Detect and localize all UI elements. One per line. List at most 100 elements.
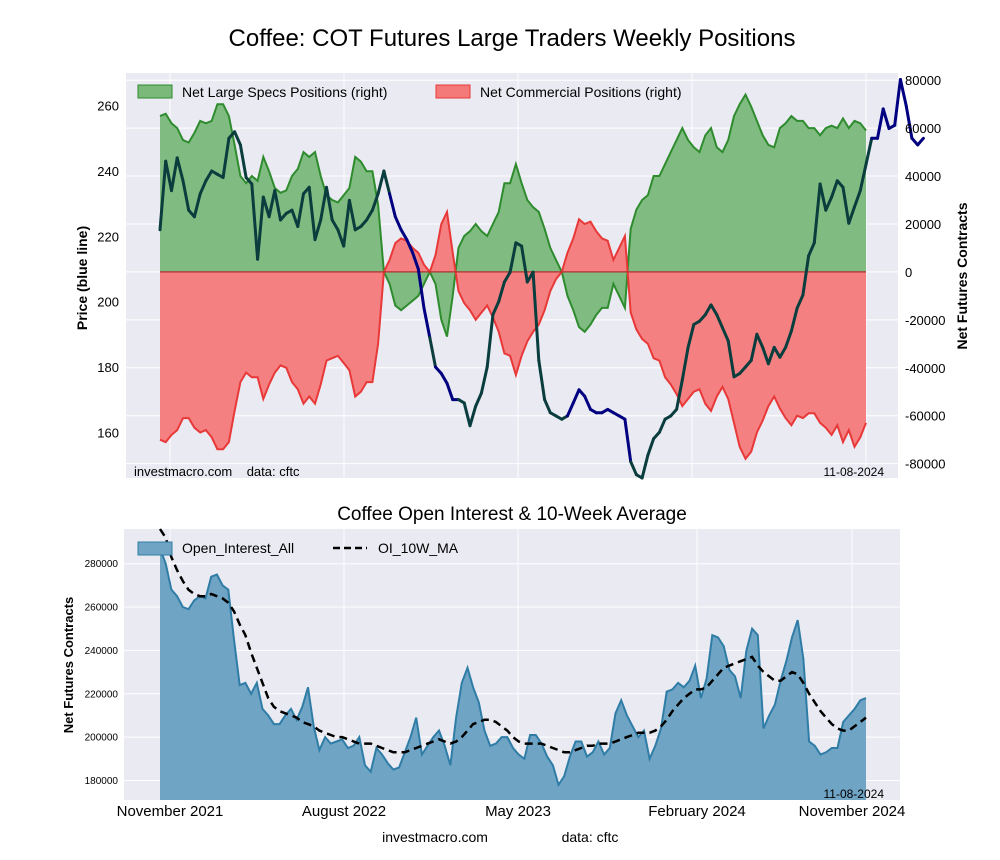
specs-area (160, 94, 866, 337)
price-segment (583, 394, 592, 411)
net-contracts-tick-label: 0 (905, 265, 912, 280)
price-tick-label: 160 (97, 425, 119, 440)
price-segment (824, 195, 834, 212)
price-segment (841, 185, 851, 225)
price-segment (778, 345, 788, 359)
legend-label-commercial: Net Commercial Positions (right) (480, 84, 682, 100)
open-interest-tick-label: 240000 (85, 646, 119, 657)
price-segment (749, 332, 759, 362)
open-interest-tick-label: 180000 (85, 776, 119, 787)
price-segment (261, 195, 271, 219)
price-segment (680, 345, 690, 382)
price-segment (325, 185, 334, 222)
bottom-legend: Open_Interest_All OI_10W_MA (137, 540, 459, 556)
price-segment (675, 378, 684, 411)
cot-positions-chart: 160 180 200 220 240 260 80000 60000 40000 20000 0… (74, 73, 970, 480)
price-segment (428, 336, 437, 369)
price-tick-label: 180 (97, 360, 119, 375)
price-segment (502, 270, 512, 284)
date-tick-label: May 2023 (485, 803, 551, 820)
price-segment (462, 401, 472, 428)
price-segment (766, 345, 776, 366)
price-segment (812, 182, 822, 245)
net-contracts-tick-label: -40000 (905, 361, 945, 376)
price-segment (273, 189, 282, 222)
price-segment (566, 401, 575, 418)
price-segment (520, 244, 529, 284)
price-segment (537, 358, 547, 402)
price-segment (313, 218, 323, 242)
net-contracts-tick-label: -60000 (905, 409, 945, 424)
net-contracts-tick-label: -80000 (905, 457, 945, 472)
open-interest-line (159, 548, 867, 788)
price-segment (347, 198, 357, 232)
price-line (158, 78, 925, 480)
price-segment (250, 182, 260, 261)
price-segment (382, 169, 392, 196)
legend-swatch-open-interest (137, 541, 173, 556)
open-interest-fill (160, 548, 866, 800)
price-segment (365, 208, 374, 222)
price-segment (904, 104, 914, 140)
price-segment (646, 437, 656, 457)
specs-line (159, 92, 867, 337)
price-segment (256, 195, 265, 261)
price-segment (807, 241, 816, 258)
price-segment (755, 332, 765, 349)
price-segment (916, 136, 925, 147)
price-segment (571, 388, 581, 405)
top-date-stamp: 11-08-2024 (824, 465, 885, 479)
price-segment (853, 189, 862, 209)
open-interest-axis-ticks: 180000 200000 220000 240000 260000 280000 (85, 559, 119, 787)
price-segment (497, 280, 506, 304)
net-contracts-tick-label: -20000 (905, 313, 945, 328)
price-segment (491, 300, 501, 317)
legend-label-moving-average: OI_10W_MA (378, 540, 459, 556)
net-contracts-axis-ticks: 80000 60000 40000 20000 0 -20000 -40000 -60000 -… (905, 73, 945, 471)
price-segment (405, 238, 415, 255)
price-segment (319, 185, 328, 222)
price-segment (296, 192, 305, 228)
price-segment (485, 313, 495, 369)
price-segment (876, 107, 885, 140)
price-segment (376, 169, 386, 196)
top-watermark: investmacro.com data: cftc (134, 464, 300, 479)
price-segment (330, 218, 340, 232)
price-tick-label: 260 (97, 99, 119, 114)
footer-source: data: cftc (562, 829, 619, 845)
price-tick-label: 200 (97, 295, 119, 310)
date-axis-ticks: November 2021 August 2022 May 2023 February… (117, 803, 906, 820)
net-contracts-tick-label: 40000 (905, 169, 941, 184)
price-segment (164, 159, 173, 193)
price-segment (422, 306, 432, 340)
date-tick-label: November 2024 (799, 803, 906, 820)
price-segment (726, 339, 736, 379)
price-segment (772, 345, 782, 359)
price-segment (370, 192, 380, 212)
footer-site: investmacro.com (382, 829, 488, 845)
price-segment (761, 345, 770, 366)
price-segment (181, 179, 191, 212)
price-segment (388, 192, 397, 219)
price-segment (170, 156, 179, 193)
bottom-date-stamp: 11-08-2024 (824, 787, 885, 801)
price-segment (893, 78, 902, 127)
price-segment (629, 460, 638, 477)
open-interest-tick-label: 280000 (85, 559, 119, 570)
net-contracts-tick-label: 80000 (905, 73, 941, 88)
legend-label-open-interest: Open_Interest_All (182, 540, 294, 556)
price-segment (709, 303, 719, 317)
price-segment (640, 453, 650, 480)
net-contracts-axis-label: Net Futures Contracts (954, 202, 970, 349)
figure-title: Coffee: COT Futures Large Traders Weekly… (229, 25, 796, 52)
price-segment (858, 163, 868, 193)
top-legend: Net Large Specs Positions (right) Net Co… (137, 84, 682, 100)
open-interest-tick-label: 220000 (85, 689, 119, 700)
price-segment (307, 185, 317, 242)
price-segment (158, 159, 168, 232)
price-tick-label: 240 (97, 164, 119, 179)
price-segment (715, 313, 724, 330)
price-segment (198, 179, 208, 196)
net-contracts-tick-label: 60000 (905, 121, 941, 136)
